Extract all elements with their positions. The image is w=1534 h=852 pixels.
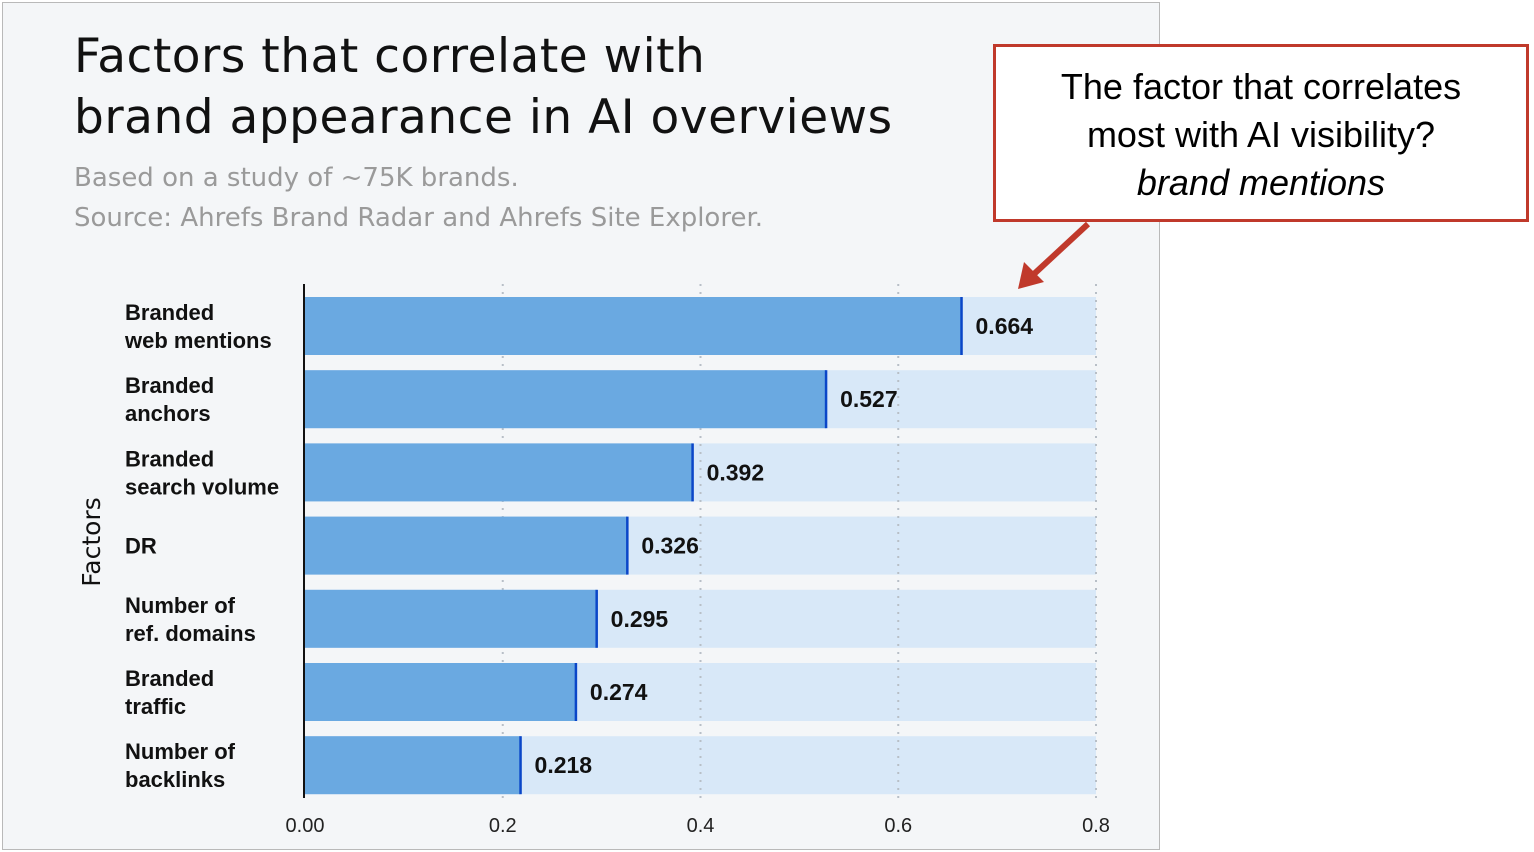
bar bbox=[305, 589, 597, 648]
x-tick-label: 0.8 bbox=[1082, 815, 1110, 837]
x-tick-label: 0.4 bbox=[687, 815, 715, 837]
callout-line-1: The factor that correlates bbox=[1060, 66, 1462, 107]
x-tick-label: 0.2 bbox=[489, 815, 517, 837]
category-label: Branded web mentions bbox=[124, 300, 272, 353]
data-label: 0.274 bbox=[590, 679, 648, 705]
data-label: 0.295 bbox=[611, 606, 669, 632]
category-label-line: backlinks bbox=[125, 767, 225, 792]
data-label: 0.218 bbox=[535, 752, 593, 778]
category-label-line: Number of bbox=[125, 739, 236, 764]
bar-chart: 0.664 Branded web mentions 0.527 Branded anch… bbox=[77, 284, 1110, 837]
x-tick-label: 0.00 bbox=[286, 815, 325, 837]
category-label-line: web mentions bbox=[124, 328, 272, 353]
category-label-line: Branded bbox=[125, 300, 214, 325]
callout-box: The factor that correlates most with AI … bbox=[993, 44, 1529, 222]
bar bbox=[305, 297, 962, 355]
category-label: Number of ref. domains bbox=[125, 593, 256, 646]
category-label-line: Branded bbox=[125, 666, 214, 691]
category-label-line: Branded bbox=[125, 373, 214, 398]
category-label-line: DR bbox=[125, 534, 157, 559]
chart-title: Factors that correlate with brand appear… bbox=[74, 26, 893, 148]
chart-title-line-2: brand appearance in AI overviews bbox=[74, 90, 893, 145]
category-label: DR bbox=[125, 534, 157, 559]
category-label-line: ref. domains bbox=[125, 621, 256, 646]
category-label-line: Number of bbox=[125, 593, 236, 618]
chart-subtitle-line-2: Source: Ahrefs Brand Radar and Ahrefs Si… bbox=[74, 203, 764, 233]
y-axis-title: Factors bbox=[77, 497, 106, 587]
chart-subtitle-line-1: Based on a study of ~75K brands. bbox=[74, 163, 519, 193]
data-label: 0.392 bbox=[707, 459, 765, 485]
data-label: 0.527 bbox=[840, 386, 898, 412]
category-label: Number of backlinks bbox=[125, 739, 236, 792]
category-label: Branded anchors bbox=[125, 373, 214, 426]
data-label: 0.664 bbox=[976, 313, 1034, 339]
x-tick-label: 0.6 bbox=[884, 815, 912, 837]
category-label-line: traffic bbox=[125, 694, 186, 719]
category-label: Branded search volume bbox=[125, 446, 279, 499]
callout-line-2: most with AI visibility? bbox=[1086, 114, 1436, 155]
bar bbox=[305, 736, 521, 795]
category-label-line: search volume bbox=[125, 474, 279, 499]
bar bbox=[305, 370, 827, 429]
bar bbox=[305, 443, 693, 502]
data-label: 0.326 bbox=[641, 533, 699, 559]
chart-title-line-1: Factors that correlate with bbox=[74, 29, 706, 84]
category-label-line: Branded bbox=[125, 446, 214, 471]
bar bbox=[305, 663, 576, 721]
chart-subtitle: Based on a study of ~75K brands. Source:… bbox=[74, 158, 763, 238]
callout-line-3: brand mentions bbox=[1136, 162, 1386, 203]
category-label: Branded traffic bbox=[125, 666, 214, 719]
bar bbox=[305, 516, 628, 575]
category-label-line: anchors bbox=[125, 401, 211, 426]
